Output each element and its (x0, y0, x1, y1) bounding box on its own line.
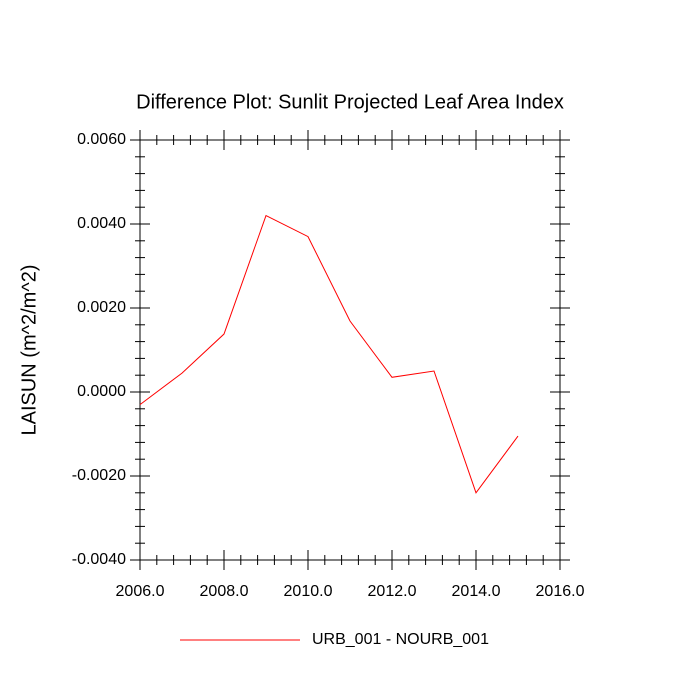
legend-label: URB_001 - NOURB_001 (312, 631, 489, 648)
x-tick-label: 2006.0 (116, 583, 165, 600)
plot-frame (139, 139, 561, 561)
y-tick-label: 0.0040 (77, 215, 126, 232)
x-tick-label: 2014.0 (452, 583, 501, 600)
x-tick-label: 2012.0 (368, 583, 417, 600)
y-tick-label: 0.0000 (77, 383, 126, 400)
y-tick-label: -0.0040 (72, 551, 126, 568)
y-tick-label: 0.0020 (77, 299, 126, 316)
y-tick-label: 0.0060 (77, 131, 126, 148)
x-tick-label: 2016.0 (536, 583, 585, 600)
x-tick-label: 2010.0 (284, 583, 333, 600)
chart-title: Difference Plot: Sunlit Projected Leaf A… (136, 91, 564, 113)
x-tick-label: 2008.0 (200, 583, 249, 600)
y-axis-label: LAISUN (m^2/m^2) (18, 264, 40, 435)
y-tick-label: -0.0020 (72, 467, 126, 484)
series-line (139, 214, 519, 494)
